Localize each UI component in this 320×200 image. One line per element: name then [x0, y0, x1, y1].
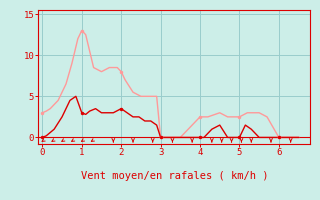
X-axis label: Vent moyen/en rafales ( km/h ): Vent moyen/en rafales ( km/h ): [81, 171, 268, 181]
